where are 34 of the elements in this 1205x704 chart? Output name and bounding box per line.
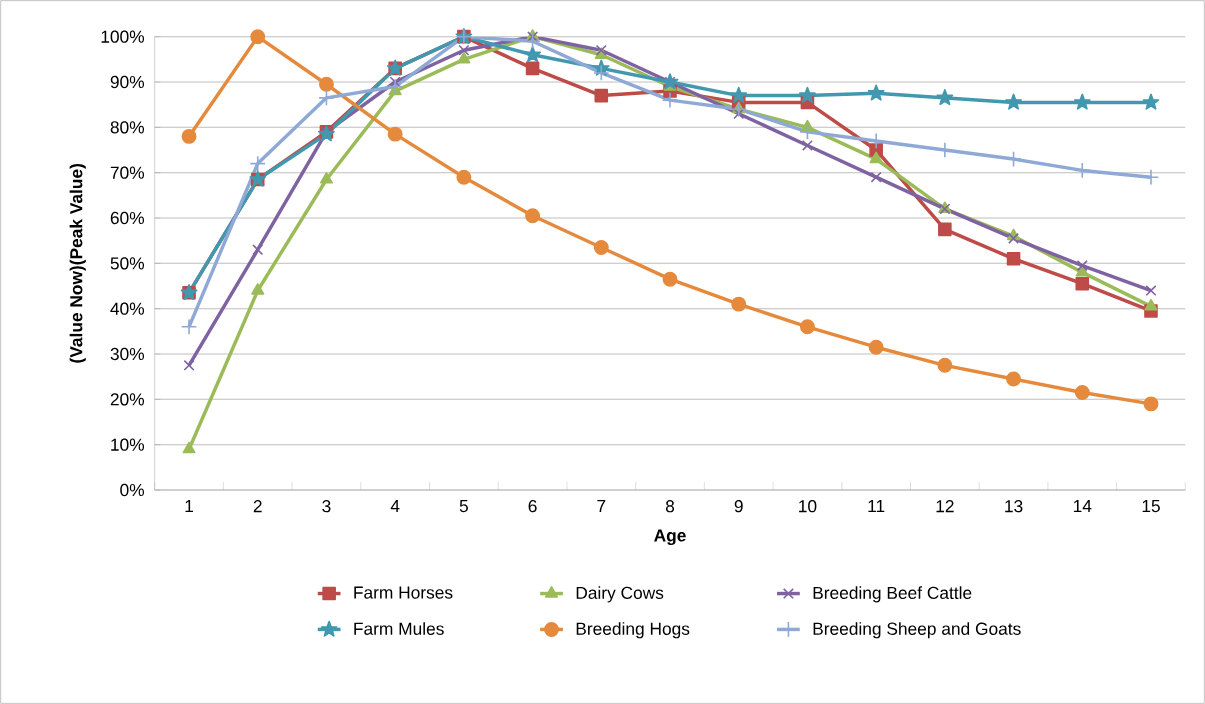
legend-label: Dairy Cows xyxy=(576,586,664,603)
x-tick-label: 6 xyxy=(528,500,537,513)
x-tick-label: 4 xyxy=(390,500,400,512)
y-tick-label: 30% xyxy=(110,347,145,361)
y-tick-label: 20% xyxy=(110,393,145,406)
legend-label: Farm Horses xyxy=(354,586,453,599)
x-tick-label: 9 xyxy=(734,500,743,513)
y-tick-label: 40% xyxy=(110,302,145,315)
x-tick-label: 1 xyxy=(185,500,194,512)
x-tick-label: 13 xyxy=(1005,500,1023,513)
y-tick-label: 80% xyxy=(110,121,145,134)
legend-label: Farm Mules xyxy=(354,622,444,635)
x-tick-label: 10 xyxy=(799,500,817,513)
legend-label: Breeding Sheep and Goats xyxy=(813,622,1021,639)
x-axis-title: Age xyxy=(654,529,686,546)
x-tick-label: 8 xyxy=(665,500,675,513)
y-tick-label: 10% xyxy=(111,438,145,451)
x-tick-label: 2 xyxy=(253,500,262,513)
y-tick-label: 60% xyxy=(110,211,145,225)
x-tick-label: 11 xyxy=(868,500,885,512)
y-axis-title: (Value Now)(Peak Value) xyxy=(69,164,86,363)
legend-label: Breeding Beef Cattle xyxy=(813,586,972,603)
x-tick-label: 12 xyxy=(936,500,954,513)
y-tick-label: 0% xyxy=(120,483,145,497)
y-tick-label: 70% xyxy=(110,166,145,179)
x-tick-label: 3 xyxy=(322,500,331,513)
y-tick-label: 100% xyxy=(101,30,145,43)
x-tick-label: 15 xyxy=(1142,500,1160,513)
y-tick-label: 50% xyxy=(110,257,145,270)
x-tick-label: 5 xyxy=(459,500,468,513)
y-tick-label: 90% xyxy=(110,75,145,89)
x-tick-label: 7 xyxy=(597,500,606,512)
x-tick-label: 14 xyxy=(1073,500,1092,512)
legend-label: Breeding Hogs xyxy=(576,622,690,639)
